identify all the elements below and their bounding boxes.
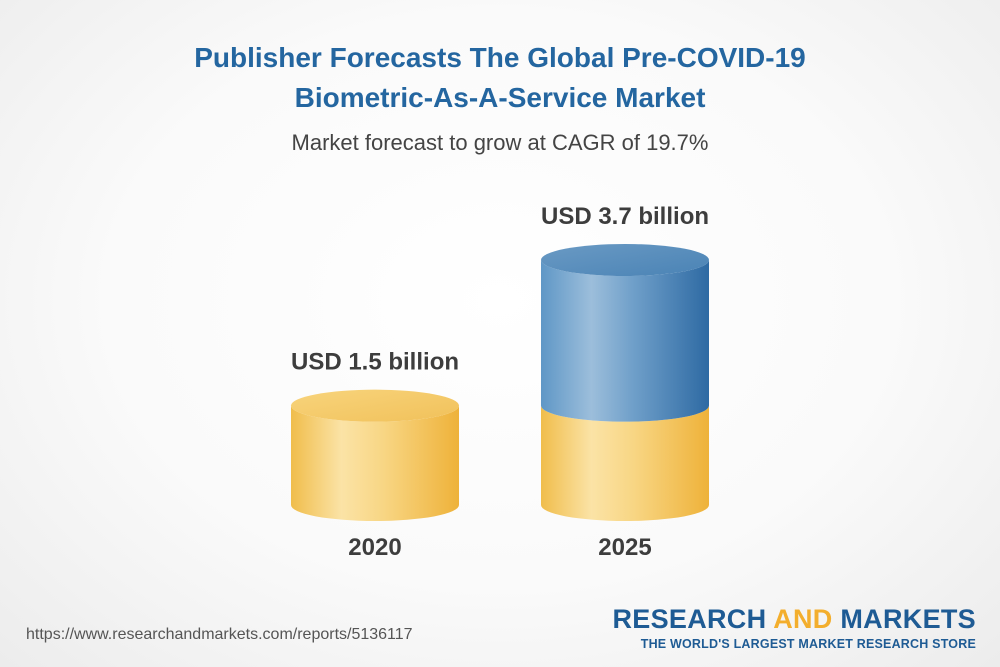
category-label-2020: 2020	[348, 534, 401, 561]
bar-2020-top	[291, 389, 459, 422]
brand-name: RESEARCH AND MARKETS	[612, 604, 976, 635]
bar-2025-growth	[541, 260, 709, 422]
category-label-2025: 2025	[598, 534, 651, 561]
source-url[interactable]: https://www.researchandmarkets.com/repor…	[26, 626, 413, 643]
brand-name-part-2: AND	[773, 604, 833, 634]
chart-subtitle: Market forecast to grow at CAGR of 19.7%	[291, 130, 709, 155]
chart-title: Publisher Forecasts The Global Pre-COVID…	[0, 38, 1000, 118]
brand-name-part-1: RESEARCH	[612, 604, 774, 634]
chart-title-line-1: Publisher Forecasts The Global Pre-COVID…	[194, 42, 806, 73]
bar-2025-top	[541, 244, 709, 276]
brand-name-part-3: MARKETS	[832, 604, 976, 634]
value-label-2020: USD 1.5 billion	[291, 349, 459, 376]
bar-2020-base	[291, 405, 459, 521]
brand-tagline: THE WORLD'S LARGEST MARKET RESEARCH STOR…	[640, 637, 976, 651]
brand-logo: RESEARCH AND MARKETS THE WORLD'S LARGEST…	[612, 604, 976, 651]
value-label-2025: USD 3.7 billion	[541, 203, 709, 230]
bar-2025-base	[541, 405, 709, 521]
chart-title-line-2: Biometric-As-A-Service Market	[294, 82, 706, 113]
